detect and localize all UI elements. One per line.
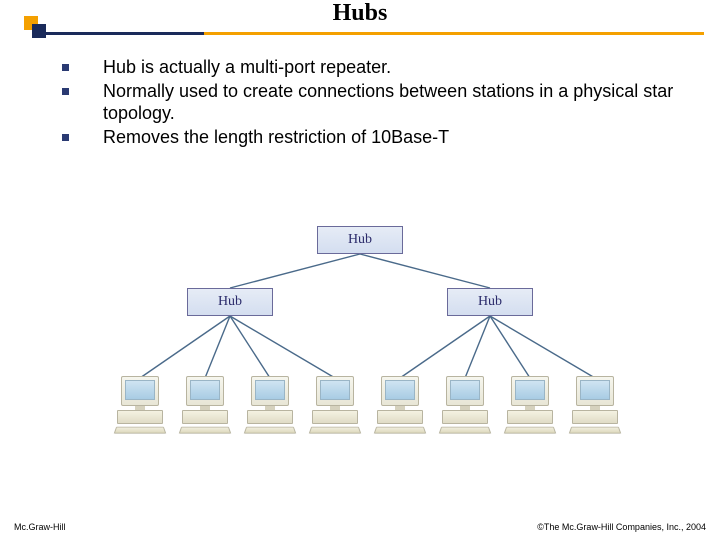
monitor-icon: [511, 376, 549, 406]
wire: [230, 254, 360, 288]
pc-base: [312, 410, 358, 424]
wire: [465, 316, 490, 378]
monitor-icon: [121, 376, 159, 406]
keyboard-icon: [504, 427, 557, 434]
bullet-marker: [62, 64, 69, 71]
keyboard-icon: [244, 427, 297, 434]
underline-orange: [204, 32, 704, 35]
wire: [400, 316, 490, 378]
keyboard-icon: [569, 427, 622, 434]
bullet-marker: [62, 134, 69, 141]
bullet-text: Hub is actually a multi-port repeater.: [103, 56, 391, 79]
keyboard-icon: [309, 427, 362, 434]
wire: [205, 316, 230, 378]
computer-node: [375, 376, 425, 436]
pc-base: [442, 410, 488, 424]
wire: [490, 316, 595, 378]
keyboard-icon: [179, 427, 232, 434]
bullet-text: Removes the length restriction of 10Base…: [103, 126, 449, 149]
hub-node: Hub: [187, 288, 273, 316]
computer-node: [245, 376, 295, 436]
footer-copyright: ©The Mc.Graw-Hill Companies, Inc., 2004: [537, 522, 706, 532]
pc-base: [572, 410, 618, 424]
computer-node: [115, 376, 165, 436]
bullet-list: Hub is actually a multi-port repeater.No…: [62, 56, 704, 149]
monitor-icon: [316, 376, 354, 406]
pc-base: [182, 410, 228, 424]
title-underline: [44, 32, 704, 35]
wire: [230, 316, 270, 378]
wire: [140, 316, 230, 378]
keyboard-icon: [114, 427, 167, 434]
computer-node: [180, 376, 230, 436]
pc-base: [117, 410, 163, 424]
monitor-icon: [251, 376, 289, 406]
bullet-item: Hub is actually a multi-port repeater.: [62, 56, 704, 79]
pc-base: [247, 410, 293, 424]
hub-node: Hub: [317, 226, 403, 254]
computer-node: [505, 376, 555, 436]
computer-node: [440, 376, 490, 436]
bullet-marker: [62, 88, 69, 95]
wire: [490, 316, 530, 378]
monitor-icon: [381, 376, 419, 406]
pc-base: [377, 410, 423, 424]
hub-node: Hub: [447, 288, 533, 316]
bullet-text: Normally used to create connections betw…: [103, 80, 704, 125]
wire: [230, 316, 335, 378]
monitor-icon: [186, 376, 224, 406]
underline-navy: [44, 32, 204, 35]
slide-title: Hubs: [0, 0, 720, 27]
keyboard-icon: [374, 427, 427, 434]
computer-node: [570, 376, 620, 436]
bullet-item: Removes the length restriction of 10Base…: [62, 126, 704, 149]
wire: [360, 254, 490, 288]
pc-base: [507, 410, 553, 424]
keyboard-icon: [439, 427, 492, 434]
bullet-item: Normally used to create connections betw…: [62, 80, 704, 125]
monitor-icon: [576, 376, 614, 406]
monitor-icon: [446, 376, 484, 406]
hub-diagram: Hub Hub Hub: [115, 226, 605, 456]
footer-publisher: Mc.Graw-Hill: [14, 522, 66, 532]
computer-node: [310, 376, 360, 436]
